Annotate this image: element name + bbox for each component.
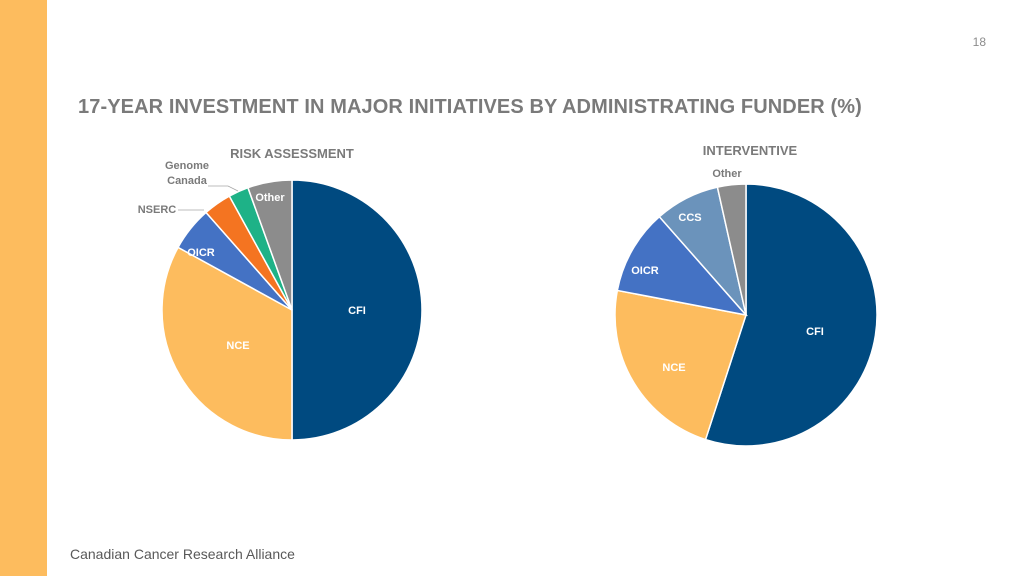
- leader-line-genome-canada: [208, 185, 239, 192]
- page-number: 18: [972, 35, 986, 49]
- footer-text: Canadian Cancer Research Alliance: [70, 546, 295, 562]
- pie-slice-nce: [161, 246, 293, 441]
- pie-labels: CFI NCE OICR CCS Other: [631, 168, 824, 374]
- pie-label-genome-canada: Genome Canada: [165, 160, 209, 187]
- slide-title: 17-YEAR INVESTMENT IN MAJOR INITIATIVES …: [78, 96, 862, 118]
- pie-label-cfi: CFI: [806, 326, 824, 338]
- interventive-pie-chart: INTERVENTIVE CFI NCE OICR CCS Other: [614, 143, 878, 447]
- risk-assessment-pie-chart: RISK ASSESSMENT CFI NCE OICR NSERC Genome Can…: [138, 146, 423, 441]
- pie-slice-nce: [614, 289, 747, 441]
- pie-label-other: Other: [255, 192, 285, 204]
- pie-label-nce: NCE: [662, 362, 685, 374]
- side-accent-bar: [0, 0, 47, 576]
- pie-label-other: Other: [712, 168, 742, 180]
- chart-title: INTERVENTIVE: [703, 143, 798, 158]
- chart-title: RISK ASSESSMENT: [230, 146, 354, 161]
- pie-label-cfi: CFI: [348, 305, 366, 317]
- pie-labels: CFI NCE OICR NSERC Genome Canada Other: [138, 160, 366, 352]
- pie-label-oicr: OICR: [631, 265, 659, 277]
- pie-label-nserc: NSERC: [138, 204, 177, 216]
- pie-slice-oicr: [616, 215, 749, 317]
- pie-slice-other: [716, 183, 747, 316]
- pie-label-oicr: OICR: [187, 247, 215, 259]
- pie-label-ccs: CCS: [678, 212, 701, 224]
- pie-label-nce: NCE: [226, 340, 249, 352]
- leader-lines: [178, 185, 239, 211]
- pie-slices: [614, 183, 878, 447]
- pie-slice-cfi: [704, 183, 878, 447]
- pie-slice-cfi: [291, 179, 423, 441]
- pie-slices: [161, 179, 423, 441]
- pie-slice-other: [247, 179, 293, 311]
